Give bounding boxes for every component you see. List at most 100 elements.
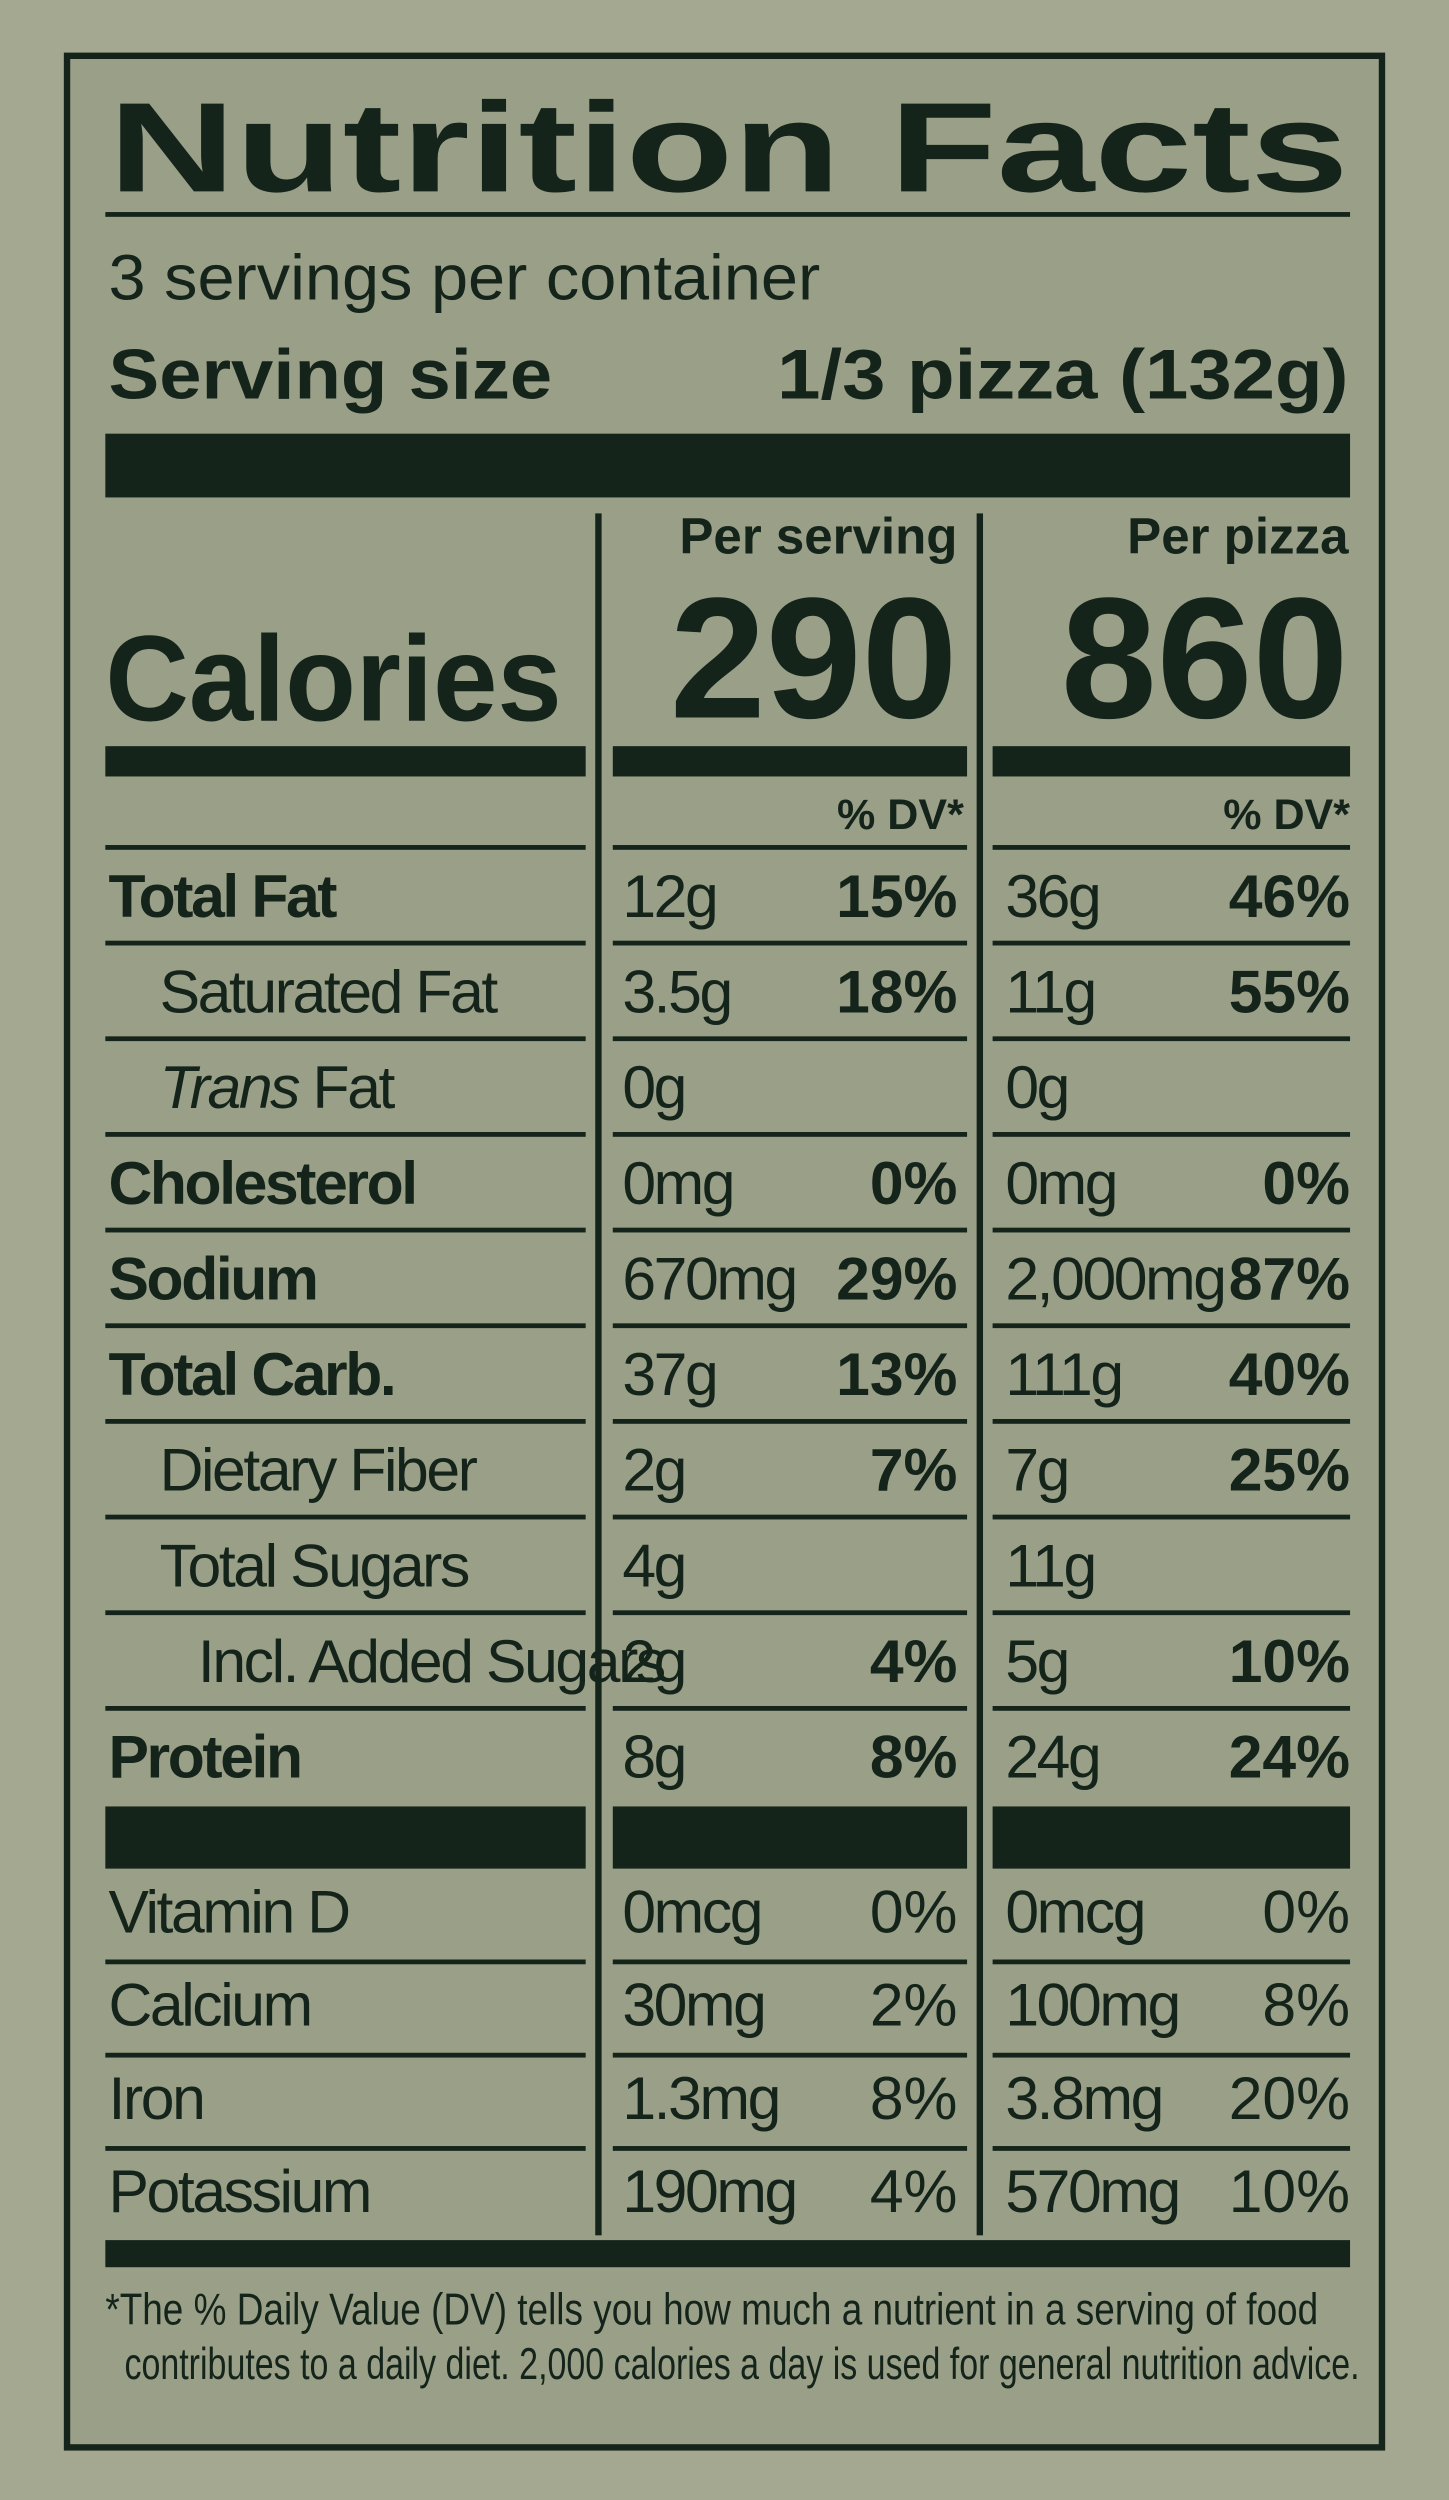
row-rule [992, 1705, 1351, 1711]
daily-value: 24% [1229, 1723, 1350, 1791]
amount: 8g [622, 1723, 685, 1791]
row-rule [992, 1323, 1351, 1329]
nutrient-name-text: Protein [109, 1723, 301, 1791]
row-rule [612, 1610, 968, 1616]
daily-value: 40% [1229, 1340, 1350, 1408]
row-rule [612, 1959, 968, 1965]
nutrient-name-text: Potassium [109, 2157, 371, 2225]
row-rule [612, 2146, 968, 2151]
rule [105, 212, 1351, 217]
nutrient-name-text: Calcium [109, 1971, 311, 2039]
dv-heading: % DV* [1223, 791, 1350, 839]
row-rule [992, 1036, 1351, 1042]
row-rule [105, 1227, 586, 1233]
amount: 11g [1005, 1531, 1094, 1599]
row-rule [612, 2052, 968, 2058]
daily-value: 29% [836, 1244, 957, 1312]
row-rule [992, 1132, 1351, 1137]
nutrient-name-text: Sodium [109, 1244, 317, 1312]
nutrient-name-text: Iron [109, 2064, 204, 2132]
amount: 36g [1005, 862, 1099, 930]
thick-bar [992, 746, 1351, 777]
nutrient-name: Saturated Fat [160, 957, 499, 1025]
daily-value: 87% [1229, 1244, 1350, 1312]
amount: 2g [622, 1436, 685, 1504]
nutrient-name-text: Total Fat [109, 862, 338, 930]
nutrient-name: Sodium [109, 1244, 317, 1312]
row-rule [992, 1419, 1351, 1424]
daily-value: 7% [870, 1436, 958, 1504]
row-rule [105, 1323, 586, 1329]
nutrient-name-text: Total Carb. [109, 1340, 395, 1408]
row-rule [992, 845, 1351, 850]
column-divider [595, 513, 602, 2236]
row-rule [612, 1132, 968, 1137]
row-rule [992, 1227, 1351, 1233]
daily-value: 10% [1229, 2157, 1350, 2225]
row-rule [105, 1132, 586, 1137]
row-rule [992, 2146, 1351, 2151]
nutrient-name-text: Saturated Fat [160, 957, 499, 1025]
amount: 3.8mg [1005, 2064, 1162, 2132]
amount: 2,000mg [1005, 1244, 1224, 1312]
daily-value: 55% [1229, 957, 1350, 1025]
nutrient-name: Total Fat [109, 862, 338, 930]
amount: 0mg [1005, 1149, 1116, 1217]
row-rule [105, 1036, 586, 1042]
amount: 111g [1005, 1340, 1121, 1408]
nutrient-name: Protein [109, 1723, 301, 1791]
amount: 4g [622, 1531, 685, 1599]
amount: 0g [1005, 1053, 1068, 1121]
row-rule [992, 1610, 1351, 1616]
daily-value: 13% [836, 1340, 957, 1408]
thick-bar [612, 746, 968, 777]
servings: 3 servings per container [109, 242, 821, 314]
dv-heading: % DV* [837, 791, 964, 839]
column-heading: Per pizza [1127, 507, 1349, 564]
nutrient-name: Dietary Fiber [160, 1436, 478, 1504]
row-rule [992, 2052, 1351, 2058]
row-rule [612, 1705, 968, 1711]
nutrient-name-text: Vitamin D [109, 1877, 349, 1945]
daily-value: 0% [1262, 1877, 1350, 1945]
row-rule [105, 845, 586, 850]
amount: 5g [1005, 1627, 1068, 1695]
calories-value: 860 [1061, 562, 1349, 755]
footnote: contributes to a daily diet. 2,000 calor… [124, 2340, 1359, 2389]
serving-size-label: Serving size [109, 335, 553, 414]
daily-value: 4% [870, 1627, 958, 1695]
nutrient-name: Trans Fat [160, 1053, 396, 1121]
amount: 670mg [622, 1244, 795, 1312]
footnote: *The % Daily Value (DV) tells you how mu… [105, 2286, 1318, 2335]
daily-value: 8% [1262, 1971, 1350, 2039]
row-rule [992, 1959, 1351, 1965]
amount: 0g [622, 1053, 685, 1121]
daily-value: 18% [836, 957, 957, 1025]
daily-value: 25% [1229, 1436, 1350, 1504]
row-rule [612, 1419, 968, 1424]
row-rule [105, 2052, 586, 2058]
daily-value: 8% [870, 1723, 958, 1791]
amount: 12g [622, 862, 716, 930]
serving-size: 1/3 pizza (132g) [777, 335, 1348, 414]
row-rule [105, 1959, 586, 1965]
daily-value: 8% [870, 2064, 958, 2132]
row-rule [992, 940, 1351, 946]
daily-value: 10% [1229, 1627, 1350, 1695]
amount: 0mg [622, 1149, 733, 1217]
column-divider [976, 513, 984, 2236]
row-rule [992, 1514, 1351, 1520]
amount: 0mcg [1005, 1877, 1144, 1945]
row-rule [612, 1227, 968, 1233]
daily-value: 20% [1229, 2064, 1350, 2132]
nutrient-name-text: Total Sugars [160, 1531, 469, 1599]
nutrient-name: Vitamin D [109, 1877, 349, 1945]
row-rule [105, 1610, 586, 1616]
amount: 24g [1005, 1723, 1099, 1791]
amount: 0mcg [622, 1877, 761, 1945]
nutrient-name: Cholesterol [109, 1149, 416, 1217]
thick-bar [105, 2240, 1351, 2268]
nutrient-name: Total Sugars [160, 1531, 469, 1599]
nutrient-name: Incl. Added Sugars [198, 1627, 665, 1695]
